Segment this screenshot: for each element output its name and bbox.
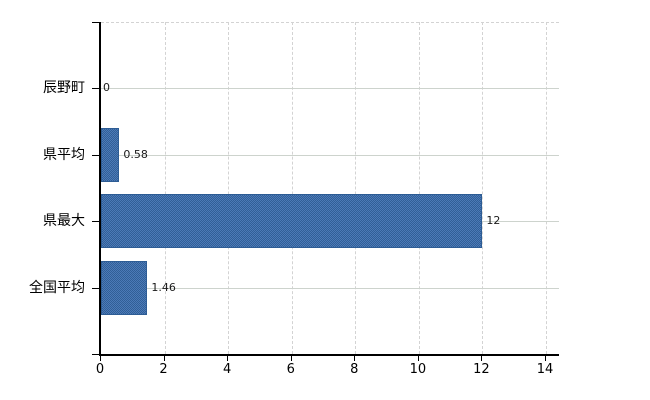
category-label: 県最大 (43, 213, 85, 230)
x-axis-tick-mark (545, 356, 546, 361)
v-gridline (228, 22, 230, 354)
v-gridline (355, 22, 357, 354)
bar-value-label: 0.58 (123, 147, 148, 161)
bar-value-label: 1.46 (151, 280, 176, 294)
x-tick-label: 12 (473, 362, 490, 377)
v-gridline (418, 22, 420, 354)
v-gridline (164, 22, 166, 354)
y-axis-tick-mark (92, 154, 100, 156)
v-gridline (482, 22, 484, 354)
bar (101, 127, 120, 182)
bar-value-label: 12 (486, 214, 501, 228)
bar (101, 194, 483, 249)
x-tick-label: 8 (350, 362, 359, 377)
h-gridline (101, 287, 559, 289)
x-axis-tick-mark (290, 356, 292, 361)
x-axis-tick-mark (227, 356, 229, 361)
x-tick-label: 0 (95, 362, 105, 377)
plot-top-border (101, 22, 559, 23)
x-axis-tick-mark (481, 356, 483, 361)
x-axis-line (99, 354, 559, 356)
x-tick-label: 10 (409, 362, 427, 377)
x-tick-label: 14 (536, 362, 554, 377)
h-gridline (101, 88, 559, 90)
category-label: 全国平均 (29, 279, 85, 296)
x-axis-tick-mark (100, 356, 101, 361)
x-axis-tick-mark (163, 356, 165, 361)
y-axis-line (99, 22, 101, 356)
bar-value-label: 0 (103, 81, 110, 95)
category-label: 県平均 (43, 146, 85, 163)
v-gridline (291, 22, 293, 354)
x-tick-label: 4 (223, 362, 232, 377)
y-axis-tick-mark (92, 22, 100, 23)
v-gridline (546, 22, 547, 354)
h-gridline (101, 154, 559, 156)
x-axis-tick-mark (354, 356, 356, 361)
y-axis-tick-mark (92, 354, 100, 355)
bar (101, 260, 148, 315)
category-label: 辰野町 (43, 80, 85, 97)
y-axis-tick-mark (92, 88, 100, 90)
y-axis-tick-mark (92, 287, 100, 289)
x-tick-label: 2 (159, 362, 168, 377)
y-axis-tick-mark (92, 221, 100, 223)
x-axis-tick-mark (417, 356, 419, 361)
x-tick-label: 6 (286, 362, 295, 377)
